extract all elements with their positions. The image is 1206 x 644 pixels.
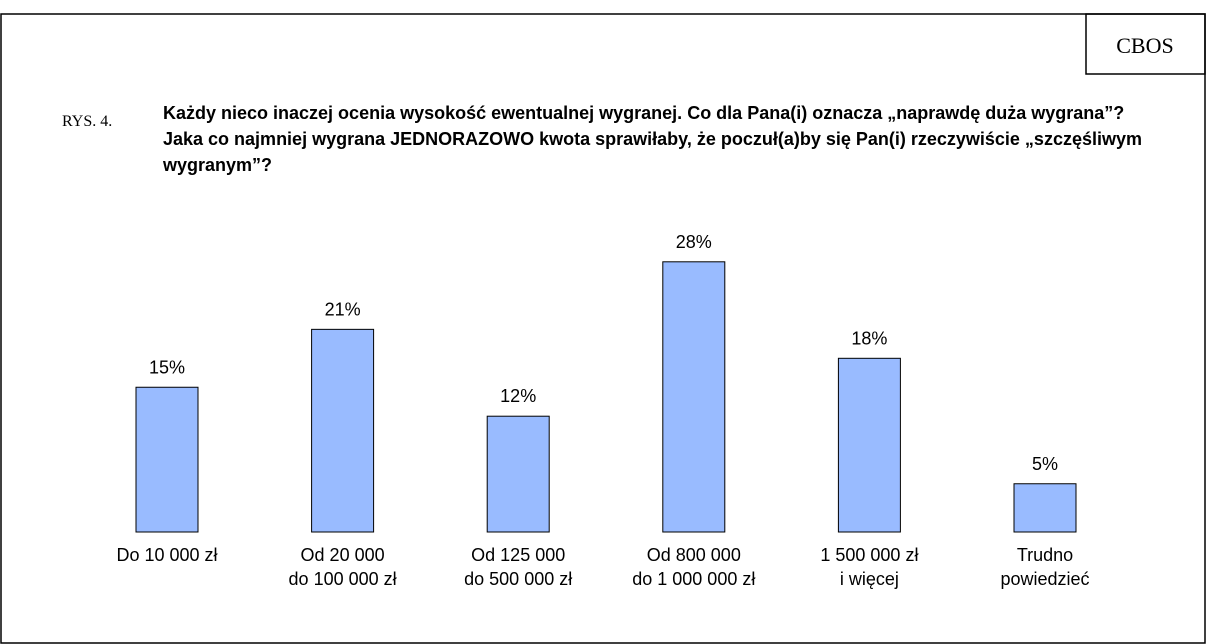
x-tick-label-line: do 500 000 zł bbox=[464, 569, 572, 589]
x-tick-label: Od 20 000 do 100 000 zł bbox=[289, 545, 397, 589]
data-label: 5% bbox=[1032, 454, 1058, 474]
x-tick-label: Do 10 000 zł bbox=[116, 545, 217, 565]
bar bbox=[837, 357, 901, 533]
x-tick-label-line: 1 500 000 zł bbox=[820, 545, 918, 565]
bar bbox=[486, 415, 550, 533]
data-label: 28% bbox=[676, 232, 712, 252]
x-tick-label-line: i więcej bbox=[840, 569, 899, 589]
badge-box bbox=[1085, 13, 1206, 75]
x-tick-label-line: Od 800 000 bbox=[647, 545, 741, 565]
x-tick-label-line: Od 20 000 bbox=[301, 545, 385, 565]
data-label: 12% bbox=[500, 386, 536, 406]
x-tick-label: Trudno powiedzieć bbox=[1000, 545, 1089, 589]
x-tick-label: 1 500 000 zł i więcej bbox=[820, 545, 918, 589]
bar bbox=[135, 386, 199, 533]
x-tick-label-line: do 1 000 000 zł bbox=[632, 569, 755, 589]
bar bbox=[662, 261, 726, 533]
x-tick-label-line: Od 125 000 bbox=[471, 545, 565, 565]
bar bbox=[311, 328, 375, 533]
x-tick-label: Od 800 000 do 1 000 000 zł bbox=[632, 545, 755, 589]
figure-label: RYS. 4. bbox=[62, 113, 112, 130]
x-tick-label-line: do 100 000 zł bbox=[289, 569, 397, 589]
data-label: 15% bbox=[149, 357, 185, 377]
x-tick-label-line: Trudno bbox=[1017, 545, 1073, 565]
frame bbox=[0, 13, 1206, 644]
x-tick-label-line: powiedzieć bbox=[1000, 569, 1089, 589]
x-tick-label-line: Do 10 000 zł bbox=[116, 545, 217, 565]
data-label: 21% bbox=[325, 299, 361, 319]
bar bbox=[1013, 483, 1077, 533]
chart-title: Każdy nieco inaczej ocenia wysokość ewen… bbox=[163, 103, 1142, 175]
x-tick-label: Od 125 000 do 500 000 zł bbox=[464, 545, 572, 589]
data-label: 18% bbox=[851, 328, 887, 348]
badge: CBOS bbox=[1116, 33, 1173, 58]
